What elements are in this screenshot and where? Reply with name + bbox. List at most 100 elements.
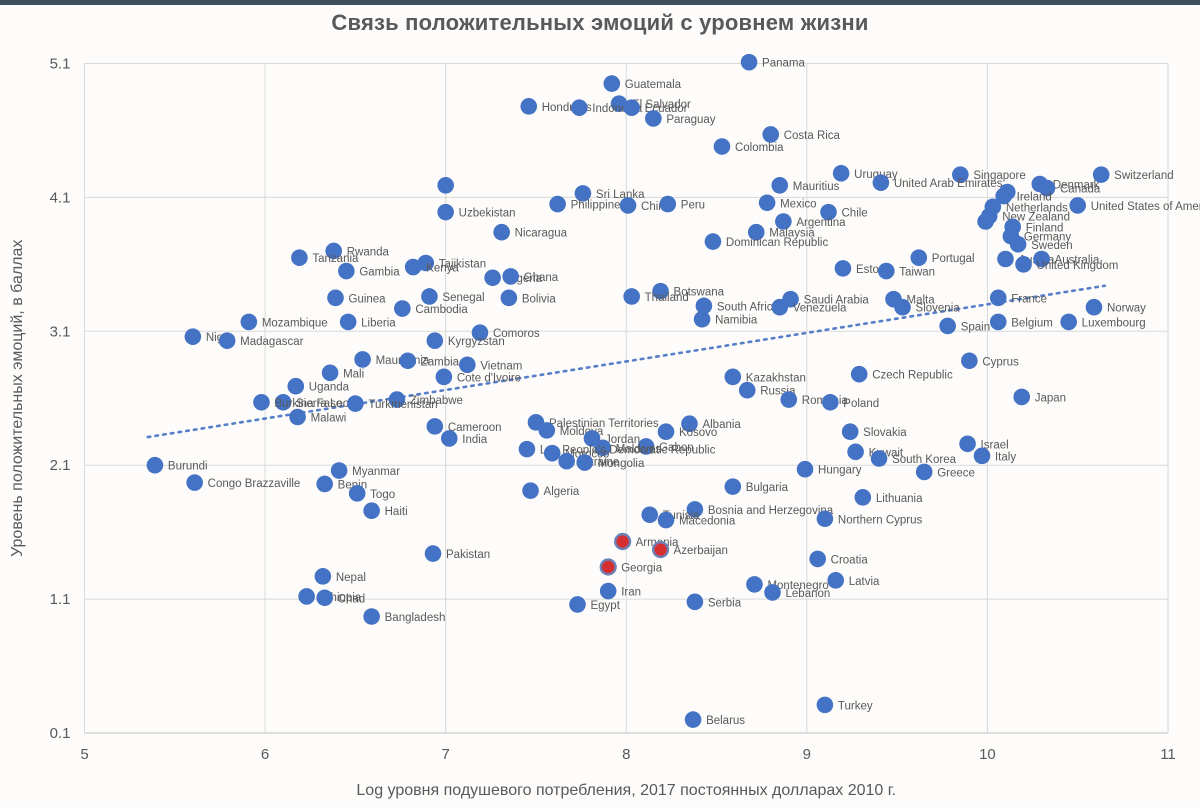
y-axis-title: Уровень положительных эмоций, в баллах bbox=[9, 240, 26, 557]
data-point bbox=[870, 450, 888, 467]
y-axis-tick-label: 5.1 bbox=[50, 56, 71, 73]
point-label: Venezuela bbox=[793, 303, 847, 315]
point-label: Belgium bbox=[1011, 317, 1053, 329]
data-point bbox=[316, 589, 333, 607]
data-point bbox=[834, 260, 852, 277]
data-point bbox=[576, 454, 594, 471]
point-label: Singapore bbox=[973, 170, 1025, 182]
point-label: Vietnam bbox=[480, 360, 522, 372]
data-point bbox=[570, 99, 588, 116]
data-point bbox=[816, 696, 834, 714]
point-label: Myanmar bbox=[352, 466, 400, 478]
data-point bbox=[641, 506, 659, 524]
data-point bbox=[518, 440, 536, 458]
point-label: Cote d'Ivoire bbox=[457, 372, 521, 384]
data-point bbox=[574, 185, 592, 202]
point-label: Serbia bbox=[708, 597, 742, 609]
data-point bbox=[186, 474, 203, 491]
data-point bbox=[569, 596, 586, 613]
data-point-highlighted bbox=[651, 540, 670, 559]
point-label: Egypt bbox=[590, 600, 620, 612]
data-point bbox=[330, 462, 348, 479]
point-label: Uganda bbox=[309, 382, 350, 394]
data-point bbox=[1069, 197, 1087, 214]
point-label: South Africa bbox=[717, 301, 780, 313]
point-label: Albania bbox=[702, 419, 741, 431]
data-point bbox=[657, 423, 675, 441]
data-point bbox=[424, 545, 442, 562]
data-point bbox=[471, 324, 489, 341]
x-axis-title: Log уровня подушевого потребления, 2017 … bbox=[356, 782, 896, 799]
x-axis-tick-label: 9 bbox=[803, 746, 811, 763]
data-point bbox=[724, 478, 742, 495]
data-point bbox=[738, 381, 756, 399]
data-point bbox=[832, 164, 850, 182]
point-label: Ghana bbox=[524, 272, 559, 284]
point-label: Saudi Arabia bbox=[804, 295, 870, 307]
point-label: Malaysia bbox=[769, 228, 815, 240]
point-label: Taiwan bbox=[899, 267, 935, 279]
data-point bbox=[1013, 388, 1031, 406]
data-point bbox=[1033, 250, 1050, 268]
data-point bbox=[435, 368, 453, 386]
data-point bbox=[822, 393, 839, 411]
point-label: Turkey bbox=[838, 700, 873, 712]
data-point bbox=[695, 297, 713, 315]
data-point bbox=[657, 511, 675, 529]
y-axis-tick-label: 2.1 bbox=[50, 457, 71, 474]
data-point bbox=[780, 391, 798, 408]
point-label: Italy bbox=[995, 451, 1016, 463]
point-label: Cyprus bbox=[982, 356, 1019, 368]
y-axis-tick-label: 1.1 bbox=[50, 591, 71, 608]
point-label: Mexico bbox=[780, 198, 816, 210]
data-point-highlighted bbox=[614, 532, 632, 551]
data-point bbox=[652, 282, 669, 300]
x-axis-tick-label: 10 bbox=[979, 746, 996, 763]
data-point bbox=[218, 332, 236, 349]
point-label: Panama bbox=[762, 58, 805, 70]
point-label: Australia bbox=[1055, 254, 1100, 266]
point-label: Pakistan bbox=[446, 549, 490, 561]
data-point bbox=[287, 377, 305, 395]
point-label: Mongolia bbox=[598, 458, 645, 470]
data-point bbox=[594, 439, 612, 457]
point-label: Lithuania bbox=[876, 493, 923, 505]
y-axis-tick-label: 4.1 bbox=[50, 189, 71, 206]
point-label: Congo Brazzaville bbox=[208, 478, 301, 490]
data-point bbox=[820, 203, 837, 221]
point-label: Spain bbox=[961, 321, 990, 333]
data-point bbox=[354, 351, 371, 368]
point-label: Palestinian Territories bbox=[549, 418, 659, 430]
x-axis-tick-label: 7 bbox=[441, 746, 449, 763]
data-point bbox=[681, 415, 698, 432]
data-point bbox=[713, 138, 731, 155]
data-point bbox=[686, 593, 704, 611]
point-label: Turkmenistan bbox=[368, 399, 437, 411]
point-label: Netherlands bbox=[1006, 202, 1068, 214]
point-label: Guinea bbox=[349, 293, 387, 305]
point-label: Mali bbox=[343, 368, 364, 380]
point-label: United States of America bbox=[1091, 201, 1200, 213]
data-point bbox=[847, 443, 864, 461]
point-label: Mauritius bbox=[793, 181, 840, 193]
point-label: Belarus bbox=[706, 715, 745, 727]
point-label: Togo bbox=[370, 489, 395, 501]
point-label: Slovakia bbox=[863, 427, 907, 439]
point-label: Cambodia bbox=[415, 304, 468, 316]
data-point bbox=[659, 195, 677, 213]
trendline bbox=[146, 284, 1107, 439]
y-axis-tick-label: 3.1 bbox=[50, 323, 71, 340]
data-point bbox=[347, 395, 364, 412]
point-label: Kazakhstan bbox=[746, 372, 806, 384]
point-label: Bulgaria bbox=[746, 482, 789, 494]
data-point bbox=[321, 364, 339, 382]
point-label: Slovenia bbox=[916, 303, 961, 315]
point-label: Canada bbox=[1060, 184, 1101, 196]
data-point bbox=[394, 300, 411, 317]
data-point bbox=[623, 288, 640, 305]
data-point bbox=[314, 568, 332, 585]
data-point bbox=[771, 177, 789, 194]
x-axis-tick-label: 6 bbox=[261, 746, 269, 763]
point-label: Greece bbox=[937, 467, 975, 479]
